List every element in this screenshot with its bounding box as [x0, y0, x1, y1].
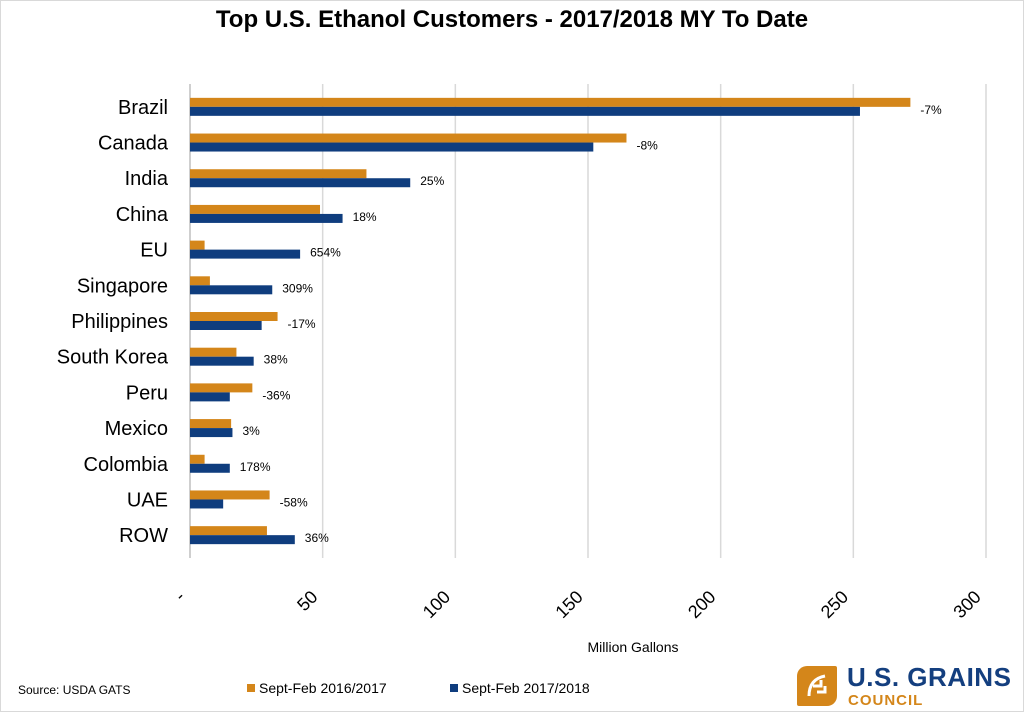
us-grains-council-logo: U.S. GRAINS COUNCIL [797, 664, 1017, 710]
data-label: -36% [262, 388, 290, 402]
bar-2016-2017 [190, 276, 210, 286]
x-tick-label: 300 [949, 587, 984, 622]
bar-2017-2018 [190, 106, 860, 116]
category-label: Philippines [71, 311, 168, 333]
bar-2016-2017 [190, 312, 278, 321]
bar-2016-2017 [190, 454, 205, 464]
bar-2017-2018 [190, 356, 254, 366]
bar-2016-2017 [190, 97, 911, 107]
data-label: -8% [636, 139, 658, 153]
bar-2016-2017 [190, 490, 270, 500]
x-tick-label: 50 [293, 587, 321, 615]
x-tick-label: 150 [551, 587, 586, 622]
logo-text: U.S. GRAINS [847, 662, 1012, 692]
bar-2017-2018 [190, 463, 230, 473]
bar-2017-2018 [190, 535, 295, 545]
category-label: Colombia [84, 454, 169, 476]
category-label: China [116, 204, 169, 226]
bar-2016-2017 [190, 204, 321, 214]
category-label: Singapore [77, 275, 168, 297]
logo-subtext: COUNCIL [848, 692, 924, 709]
bar-2017-2018 [190, 249, 301, 259]
x-tick-label: 250 [817, 587, 852, 622]
x-tick-label: 200 [684, 587, 719, 622]
legend-label: Sept-Feb 2016/2017 [259, 680, 387, 696]
chart-title: Top U.S. Ethanol Customers - 2017/2018 M… [215, 6, 809, 33]
bar-2017-2018 [190, 499, 224, 509]
bar-2017-2018 [190, 392, 230, 402]
legend-label: Sept-Feb 2017/2018 [462, 680, 590, 696]
bar-2016-2017 [190, 347, 237, 357]
logo-mark-icon [797, 666, 837, 706]
bar-2017-2018 [190, 285, 273, 295]
data-label: 38% [264, 353, 288, 367]
category-label: EU [140, 240, 168, 262]
bar-2016-2017 [190, 526, 267, 536]
category-label: Mexico [105, 418, 168, 440]
category-label: Canada [98, 133, 169, 155]
data-label: -17% [288, 317, 316, 331]
category-label: ROW [119, 525, 168, 547]
data-label: 36% [305, 531, 329, 545]
bar-2016-2017 [190, 133, 627, 143]
data-label: 654% [310, 246, 341, 260]
data-label: -7% [920, 103, 942, 117]
data-label: 3% [242, 424, 260, 438]
category-label: South Korea [57, 347, 169, 369]
bar-2017-2018 [190, 213, 343, 223]
bar-2016-2017 [190, 169, 367, 179]
data-label: 309% [282, 281, 313, 295]
x-tick-label: - [170, 587, 188, 605]
data-label: 178% [240, 460, 271, 474]
bar-2016-2017 [190, 240, 205, 250]
legend-swatch [450, 684, 458, 692]
data-label: -58% [280, 495, 308, 509]
bar-2017-2018 [190, 142, 594, 152]
x-axis-title: Million Gallons [587, 639, 678, 655]
category-label: Peru [126, 382, 168, 404]
bar-2017-2018 [190, 428, 233, 438]
data-label: 18% [353, 210, 377, 224]
bar-2016-2017 [190, 383, 253, 393]
bar-2017-2018 [190, 321, 262, 330]
bar-2016-2017 [190, 419, 232, 429]
category-label: India [125, 168, 169, 190]
category-label: Brazil [118, 97, 168, 119]
bar-2017-2018 [190, 178, 411, 188]
legend-swatch [247, 684, 255, 692]
x-tick-label: 100 [419, 587, 454, 622]
source-note: Source: USDA GATS [18, 683, 131, 697]
category-label: UAE [127, 489, 168, 511]
data-label: 25% [420, 174, 444, 188]
